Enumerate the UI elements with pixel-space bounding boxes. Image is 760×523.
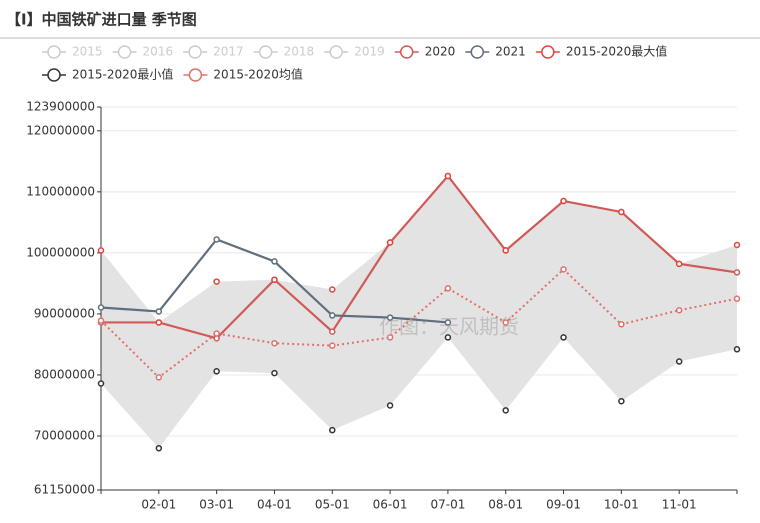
data-point (444, 285, 452, 292)
y-tick-label: 120000000 (26, 123, 95, 137)
legend-item[interactable]: 2018 (253, 45, 315, 59)
data-point (502, 247, 509, 254)
legend-item[interactable]: 2019 (324, 45, 385, 59)
x-tick-label: 06-01 (373, 498, 408, 512)
data-point (271, 339, 278, 347)
legend-symbol (541, 45, 555, 59)
legend-label: 2017 (213, 45, 244, 59)
data-point (329, 342, 336, 349)
data-point (560, 197, 567, 205)
x-tick-label: 09-01 (546, 498, 581, 512)
x-tick-label: 05-01 (315, 498, 350, 512)
series-line (100, 267, 738, 379)
legend-label: 2018 (284, 45, 315, 59)
legend-label: 2015-2020最小值 (72, 67, 173, 82)
data-point (213, 236, 220, 243)
y-tick-label: 110000000 (26, 184, 95, 198)
data-point (329, 426, 336, 434)
x-tick-label: 10-01 (604, 498, 639, 512)
legend-item[interactable]: 2015 (42, 45, 103, 59)
legend-item[interactable]: 2021 (465, 45, 526, 59)
data-point (213, 278, 220, 285)
legend-label: 2021 (495, 45, 526, 59)
legend-symbol (258, 45, 273, 59)
legend-item[interactable]: 2016 (112, 45, 174, 59)
legend-label: 2015-2020最大值 (566, 44, 667, 59)
y-tick-label: 90000000 (34, 306, 95, 320)
data-point (97, 304, 105, 311)
legend-label: 2015-2020均值 (213, 67, 302, 82)
data-point (271, 369, 278, 377)
chart-title: 【I】中国铁矿进口量 季节图 (6, 11, 197, 29)
data-point (502, 319, 509, 326)
legend-symbol (399, 45, 414, 59)
data-point (733, 295, 741, 302)
data-point (329, 286, 336, 293)
legend-label: 2020 (425, 45, 456, 59)
data-point (386, 239, 394, 246)
data-point (444, 319, 452, 326)
data-point (213, 368, 220, 375)
data-point (618, 397, 625, 405)
data-point (386, 402, 394, 409)
y-tick-label: 123900000 (26, 100, 95, 114)
legend-item[interactable]: 2015-2020最小值 (42, 67, 173, 82)
data-point (271, 258, 278, 265)
legend-symbol (188, 68, 203, 82)
data-point (155, 308, 163, 315)
data-point (97, 380, 105, 387)
data-point (675, 260, 683, 268)
legend-symbol (117, 45, 132, 59)
data-point (502, 407, 509, 414)
legend-symbol (47, 68, 61, 82)
x-tick-label: 02-01 (141, 498, 176, 512)
x-tick-label: 04-01 (257, 498, 292, 512)
legend-item[interactable]: 2020 (394, 45, 456, 59)
data-point (733, 346, 741, 353)
data-point (444, 334, 452, 341)
data-point (155, 444, 163, 452)
x-tick-label: 11-01 (662, 498, 697, 512)
legend-item[interactable]: 2017 (183, 45, 244, 59)
y-tick-label: 100000000 (26, 245, 95, 259)
data-point (675, 306, 683, 314)
x-tick-label: 03-01 (199, 498, 234, 512)
data-point (329, 312, 336, 319)
data-point (618, 208, 625, 216)
legend-item[interactable]: 2015-2020均值 (183, 67, 303, 82)
legend-label: 2015 (72, 45, 103, 59)
data-point (675, 358, 683, 365)
y-tick-label: 61150000 (34, 483, 95, 497)
data-point (560, 334, 567, 341)
legend-symbol (188, 45, 202, 59)
data-point (560, 266, 567, 273)
data-point (444, 172, 452, 180)
legend-label: 2016 (143, 45, 174, 59)
data-point (155, 319, 163, 326)
data-point (386, 314, 394, 321)
series-line (101, 174, 738, 340)
x-tick-label: 08-01 (488, 498, 523, 512)
data-point (155, 374, 163, 381)
data-point (618, 321, 625, 328)
data-point (97, 247, 105, 254)
data-point (386, 334, 394, 341)
legend-symbol (47, 45, 61, 59)
y-tick-label: 80000000 (34, 367, 95, 381)
data-point (733, 241, 741, 249)
x-tick-label: 07-01 (430, 498, 465, 512)
data-point (733, 269, 741, 276)
data-point (329, 328, 336, 335)
y-tick-label: 70000000 (34, 428, 95, 442)
legend-symbol (470, 45, 485, 59)
legend-label: 2019 (354, 45, 385, 59)
legend-symbol (329, 45, 343, 59)
data-point (97, 317, 105, 324)
data-point (271, 276, 278, 283)
data-point (213, 330, 220, 337)
legend-item[interactable]: 2015-2020最大值 (535, 44, 667, 59)
